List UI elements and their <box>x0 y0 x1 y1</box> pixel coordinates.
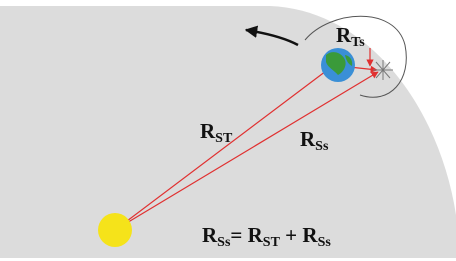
equation-part: ST <box>263 235 281 250</box>
diagram: RTs RST RSs RSs= RST + RSs <box>0 0 456 261</box>
equation-part: R <box>202 223 218 247</box>
equation-part: Ss <box>217 235 231 250</box>
equation-part: Ss <box>318 235 332 250</box>
equation-part: + <box>280 223 302 247</box>
equation-part: R <box>302 223 318 247</box>
sun <box>98 213 132 247</box>
equation-part: R <box>248 223 264 247</box>
equation-part: = <box>230 223 247 247</box>
label-ts: RTs <box>336 23 365 50</box>
